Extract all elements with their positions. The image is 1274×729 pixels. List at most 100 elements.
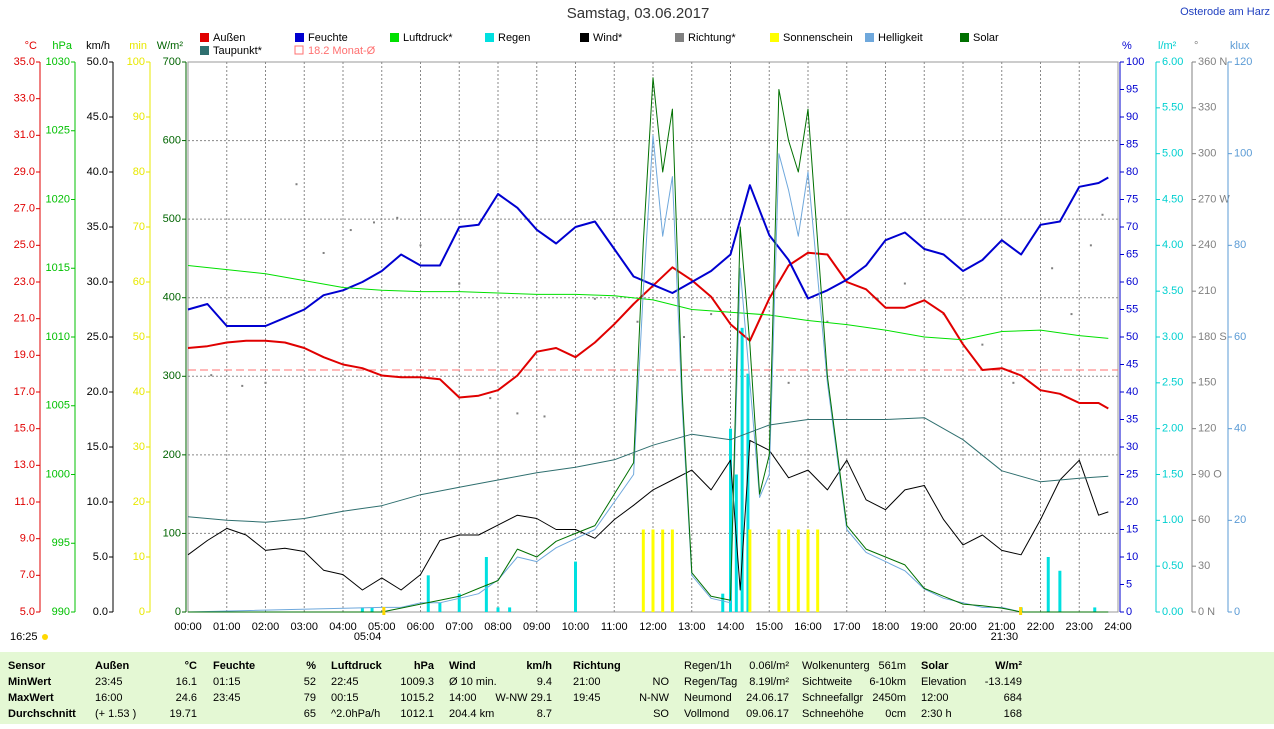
table-cell: SO <box>653 708 669 720</box>
table-cell: Richtung <box>573 660 621 672</box>
axis-unit: hPa <box>52 40 72 52</box>
bar <box>670 529 674 612</box>
table-cell: W/m² <box>995 660 1022 672</box>
y-tick-label: 5.0 <box>20 606 35 618</box>
table-cell: 204.4 km <box>449 708 494 720</box>
y-tick-label: 0 <box>1126 606 1132 618</box>
bar <box>1046 557 1050 612</box>
y-tick-label: 1.00 <box>1162 514 1183 526</box>
table-cell: 19.71 <box>169 708 197 720</box>
y-tick-label: 60 <box>133 276 145 288</box>
table-cell: -13.149 <box>985 676 1022 688</box>
table-cell: MaxWert <box>8 692 54 704</box>
y-tick-label: 27.0 <box>14 203 35 215</box>
y-tick-label: 1000 <box>46 468 70 480</box>
bar <box>508 607 512 612</box>
y-tick-label: 60 <box>1126 276 1138 288</box>
y-tick-label: 100 <box>1234 148 1252 160</box>
bar <box>360 607 364 612</box>
table-cell: W-NW 29.1 <box>495 692 552 704</box>
y-tick-label: 45.0 <box>87 111 108 123</box>
legend-name: Monat-Ø <box>332 45 375 57</box>
y-tick-label: 15.0 <box>14 423 35 435</box>
chart-title: Samstag, 03.06.2017 <box>567 5 710 22</box>
table-cell: Sensor <box>8 660 46 672</box>
bar <box>438 602 442 612</box>
table-cell: Elevation <box>921 676 966 688</box>
y-tick-label: 5.00 <box>1162 148 1183 160</box>
x-tick-label: 08:00 <box>484 621 512 633</box>
table-cell: hPa <box>414 660 435 672</box>
y-tick-label: 10.0 <box>87 496 108 508</box>
y-tick-label: 0 N <box>1198 606 1215 618</box>
direction-dot <box>516 412 519 415</box>
table-cell: Sichtweite <box>802 676 852 688</box>
table-cell: 168 <box>1004 708 1022 720</box>
y-tick-label: 60 <box>1234 331 1246 343</box>
y-tick-label: 400 <box>163 292 181 304</box>
legend-swatch <box>200 46 209 55</box>
y-tick-label: 270 W <box>1198 193 1230 205</box>
table-cell: 9.4 <box>537 676 552 688</box>
table-cell: 22:45 <box>331 676 359 688</box>
y-tick-label: 4.50 <box>1162 193 1183 205</box>
bar <box>426 575 430 612</box>
bar <box>641 529 645 612</box>
direction-dot <box>349 229 352 232</box>
bar <box>806 529 810 612</box>
x-tick-label: 10:00 <box>562 621 590 633</box>
y-tick-label: 25 <box>1126 468 1138 480</box>
y-tick-label: 120 <box>1234 56 1252 68</box>
direction-dot <box>419 244 422 247</box>
y-tick-label: 21.0 <box>14 313 35 325</box>
location: Osterode am Harz <box>1180 6 1270 18</box>
y-tick-label: 65 <box>1126 248 1138 260</box>
x-tick-label: 03:00 <box>290 621 318 633</box>
table-cell: 1012.1 <box>400 708 434 720</box>
x-tick-label: 11:00 <box>601 621 628 633</box>
y-tick-label: 60 <box>1198 514 1210 526</box>
table-cell: 6-10km <box>869 676 906 688</box>
direction-dot <box>1089 244 1092 247</box>
legend-swatch <box>770 33 779 42</box>
x-tick-label: 15:00 <box>755 621 783 633</box>
y-tick-label: 5.50 <box>1162 102 1183 114</box>
y-tick-label: 13.0 <box>14 459 35 471</box>
table-cell: Ø 10 min. <box>449 676 497 688</box>
direction-dot <box>1012 381 1015 384</box>
legend-label: Wind* <box>593 32 623 44</box>
y-tick-label: 10 <box>1126 551 1138 563</box>
series-line <box>188 77 1109 613</box>
x-tick-label: 02:00 <box>252 621 280 633</box>
x-tick-label: 18:00 <box>872 621 900 633</box>
legend-label: Sonnenschein <box>783 32 853 44</box>
table-cell: Luftdruck <box>331 660 383 672</box>
x-tick-label: 00:00 <box>174 621 202 633</box>
y-tick-label: 70 <box>1126 221 1138 233</box>
y-tick-label: 6.00 <box>1162 56 1183 68</box>
series-line <box>187 417 1109 523</box>
bar <box>721 593 725 612</box>
table-cell: km/h <box>526 660 552 672</box>
y-tick-label: 100 <box>163 527 181 539</box>
table-cell: 24.06.17 <box>746 692 789 704</box>
y-tick-label: 0 <box>175 606 181 618</box>
y-tick-label: 30 <box>1198 560 1210 572</box>
x-tick-label: 14:00 <box>717 621 745 633</box>
table-cell: 09.06.17 <box>746 708 789 720</box>
table-cell: 0cm <box>885 708 906 720</box>
y-tick-label: 1010 <box>46 331 70 343</box>
table-cell: 12:00 <box>921 692 949 704</box>
direction-dot <box>210 374 213 377</box>
direction-dot <box>683 336 685 338</box>
axis-unit: km/h <box>86 40 110 52</box>
y-tick-label: 180 S <box>1198 331 1227 343</box>
bar <box>651 529 655 612</box>
legend-value: 18.2 <box>308 45 329 57</box>
table-cell: 8.7 <box>537 708 552 720</box>
y-tick-label: 30.0 <box>87 276 108 288</box>
axis-unit: ° <box>1194 40 1198 52</box>
summary-panel <box>0 652 1274 724</box>
y-tick-label: 35.0 <box>87 221 108 233</box>
table-cell: Solar <box>921 660 949 672</box>
